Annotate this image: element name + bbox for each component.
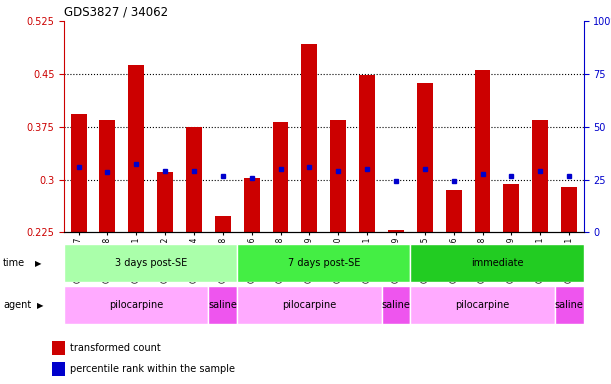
Text: agent: agent bbox=[3, 300, 31, 310]
Bar bbox=[64, 286, 208, 324]
Text: 3 days post-SE: 3 days post-SE bbox=[115, 258, 187, 268]
Text: percentile rank within the sample: percentile rank within the sample bbox=[70, 364, 235, 374]
Bar bbox=[381, 286, 411, 324]
Bar bbox=[52, 362, 65, 376]
Bar bbox=[532, 120, 548, 232]
Text: saline: saline bbox=[381, 300, 411, 310]
Text: pilocarpine: pilocarpine bbox=[282, 300, 337, 310]
Bar bbox=[417, 83, 433, 232]
Text: transformed count: transformed count bbox=[70, 343, 161, 353]
Bar bbox=[128, 65, 144, 232]
Bar bbox=[301, 44, 317, 232]
Bar bbox=[52, 341, 65, 355]
Text: GDS3827 / 34062: GDS3827 / 34062 bbox=[64, 5, 168, 18]
Bar bbox=[411, 244, 584, 282]
Bar bbox=[215, 216, 231, 232]
Bar bbox=[475, 70, 491, 232]
Bar bbox=[71, 114, 87, 232]
Bar bbox=[388, 230, 404, 232]
Text: 7 days post-SE: 7 days post-SE bbox=[288, 258, 360, 268]
Text: saline: saline bbox=[208, 300, 237, 310]
Bar bbox=[446, 190, 461, 232]
Text: time: time bbox=[3, 258, 25, 268]
Bar bbox=[359, 74, 375, 232]
Bar bbox=[64, 244, 237, 282]
Text: ▶: ▶ bbox=[37, 301, 44, 310]
Text: ▶: ▶ bbox=[35, 258, 42, 268]
Bar bbox=[186, 127, 202, 232]
Bar bbox=[100, 120, 115, 232]
Text: saline: saline bbox=[555, 300, 584, 310]
Bar bbox=[237, 286, 381, 324]
Bar bbox=[331, 120, 346, 232]
Bar bbox=[561, 187, 577, 232]
Bar bbox=[244, 178, 260, 232]
Bar bbox=[237, 244, 411, 282]
Bar bbox=[273, 122, 288, 232]
Bar bbox=[555, 286, 584, 324]
Bar bbox=[411, 286, 555, 324]
Bar bbox=[208, 286, 237, 324]
Text: pilocarpine: pilocarpine bbox=[455, 300, 510, 310]
Text: pilocarpine: pilocarpine bbox=[109, 300, 163, 310]
Bar bbox=[157, 172, 173, 232]
Bar bbox=[503, 184, 519, 232]
Text: immediate: immediate bbox=[470, 258, 523, 268]
